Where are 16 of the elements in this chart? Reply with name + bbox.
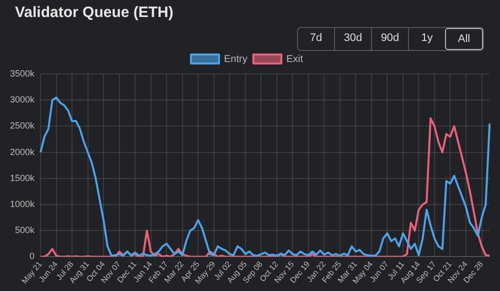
chart-title: Validator Queue (ETH) [15,4,174,21]
y-tick-label: 3500k [10,68,36,78]
y-tick-label: 0 [30,251,35,262]
text: 1y [408,28,445,50]
text: 7d [308,31,324,46]
y-tick-label: 500k [14,225,36,236]
y-tick-label: 3000k [10,94,36,105]
y-tick-label: 2000k [10,146,36,157]
text: 90d [371,28,408,50]
legend-label: Exit [286,54,304,65]
legend-label: Entry [224,54,248,65]
y-tick-label: 1500k [10,172,36,183]
text: 30d [334,28,371,50]
text: All [445,28,483,50]
y-tick-label: 1000k [10,199,36,210]
y-tick-label: 2500k [10,120,36,131]
